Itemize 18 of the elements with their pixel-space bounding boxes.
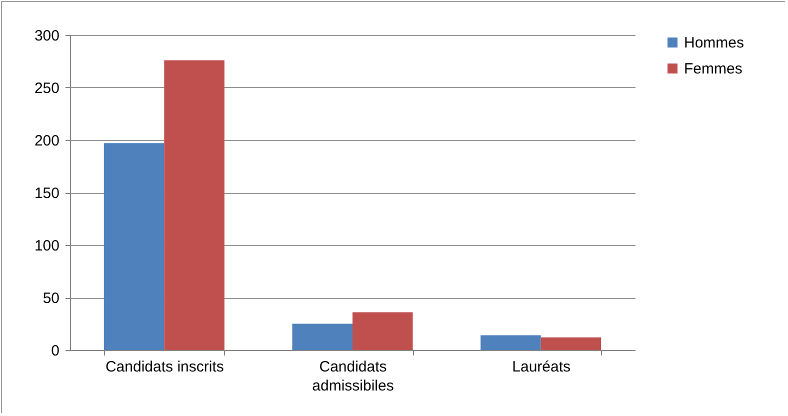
x-tick-label: Lauréats xyxy=(512,358,571,376)
y-tick-label: 300 xyxy=(34,28,60,44)
bar xyxy=(104,143,164,350)
legend-label: Femmes xyxy=(684,60,742,78)
bar xyxy=(540,337,602,350)
y-tick-label: 0 xyxy=(51,342,60,360)
bar xyxy=(352,312,413,350)
x-tick-label: Candidats inscrits xyxy=(105,358,224,376)
y-tick-label: 50 xyxy=(42,290,60,307)
y-tick-label: 150 xyxy=(34,185,60,202)
bar xyxy=(480,335,541,350)
y-tick-label: 250 xyxy=(34,80,60,97)
legend-label: Hommes xyxy=(684,34,744,52)
x-tick-label: Candidats admissibiles xyxy=(312,358,394,394)
bar xyxy=(292,324,352,350)
bar xyxy=(164,60,224,350)
y-tick-label: 200 xyxy=(34,132,60,150)
y-tick-label: 100 xyxy=(34,238,60,254)
